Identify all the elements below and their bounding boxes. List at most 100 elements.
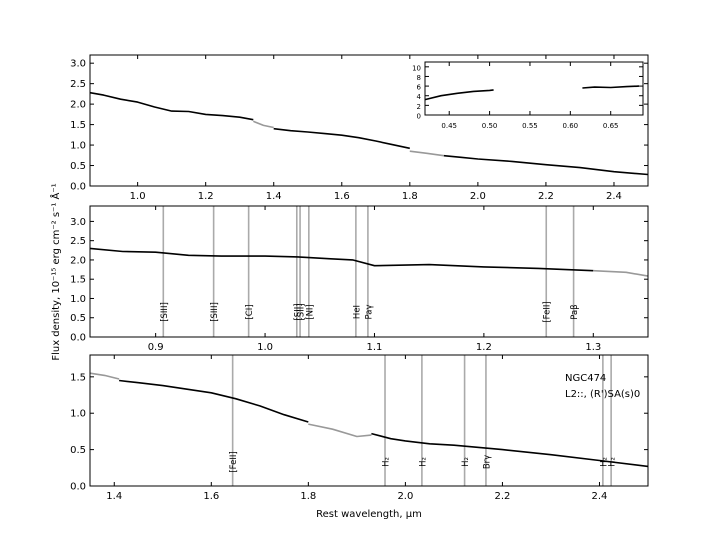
top-series-0 [89, 91, 254, 121]
top-ytick-label-1: 0.5 [70, 161, 86, 172]
top-plot-frame [89, 54, 649, 187]
mid-line-label-7: Paγ [364, 305, 374, 320]
mid-xtick-label-2: 1.1 [367, 342, 383, 353]
inset-ytick-label-1: 2 [417, 103, 421, 111]
bot-xticks: 1.4 1.6 1.8 2.0 2.2 2.4 [106, 355, 607, 502]
bot-series-3 [371, 432, 649, 468]
bot-series-1 [119, 379, 309, 423]
top-series-4 [443, 154, 649, 176]
top-xtick-label-5: 2.0 [470, 191, 486, 202]
mid-line-label-6: HeI [352, 305, 362, 319]
top-xtick-label-4: 1.8 [402, 191, 418, 202]
top-xtick-label-7: 2.4 [606, 191, 622, 202]
mid-line-label-1: [SIII] [210, 302, 220, 322]
top-series-3 [409, 150, 445, 157]
galaxy-name-label: NGC474 [565, 373, 606, 384]
inset-ytick-label-2: 4 [417, 93, 422, 101]
top-xtick-label-2: 1.4 [266, 191, 282, 202]
mid-line-label-8: [FeII] [543, 301, 553, 322]
inset-xticks: 0.45 0.50 0.55 0.60 0.65 [441, 62, 619, 130]
top-xtick-label-3: 1.6 [334, 191, 350, 202]
bot-series-2 [308, 423, 372, 438]
top-yticks: 0.0 0.5 1.0 1.5 2.0 2.5 3.0 [70, 59, 648, 193]
inset-xtick-label-1: 0.50 [482, 122, 498, 130]
inset-ytick-label-5: 10 [412, 64, 421, 72]
top-series-1 [253, 120, 274, 129]
mid-line-label-3: [SII] [293, 303, 303, 320]
bot-ytick-label-3: 1.5 [70, 372, 86, 383]
bot-line-label-1: H₂ [382, 457, 392, 467]
bot-ytick-label-0: 0.0 [70, 482, 86, 493]
bot-line-label-4: Brγ [482, 455, 492, 469]
mid-line-label-2: [CI] [245, 304, 255, 319]
bot-series-group [89, 372, 649, 468]
mid-xtick-label-0: 0.9 [148, 342, 164, 353]
bot-xtick-label-4: 2.2 [494, 491, 510, 502]
mid-series-group [89, 247, 649, 277]
mid-xtick-label-4: 1.3 [585, 342, 601, 353]
mid-yticks: 0.0 0.5 1.0 1.5 2.0 2.5 3.0 [70, 217, 648, 344]
inset-ytick-label-3: 6 [417, 84, 422, 92]
mid-line-label-4: [SII] [297, 303, 307, 320]
bot-plot-frame [89, 354, 649, 487]
top-ytick-label-2: 1.0 [70, 141, 86, 152]
panel-top: 1.0 1.2 1.4 1.6 1.8 2.0 2.2 2.4 0.0 0.5 1.0 1.5 2.0… [70, 54, 649, 202]
mid-ytick-label-4: 2.0 [70, 255, 86, 266]
inset-xtick-label-3: 0.60 [563, 122, 579, 130]
top-xtick-label-6: 2.2 [538, 191, 554, 202]
top-inset: 0.45 0.50 0.55 0.60 0.65 0 2 46 8 10 [412, 61, 644, 130]
top-ytick-label-3: 1.5 [70, 120, 86, 131]
inset-xtick-label-4: 0.65 [603, 122, 619, 130]
bot-xtick-label-1: 1.6 [203, 491, 219, 502]
mid-ytick-label-3: 1.5 [70, 275, 86, 286]
mid-plot-frame [89, 205, 649, 338]
mid-ytick-label-6: 3.0 [70, 217, 86, 228]
bot-xtick-label-0: 1.4 [106, 491, 122, 502]
top-xticks: 1.0 1.2 1.4 1.6 1.8 2.0 2.2 2.4 [130, 55, 622, 202]
inset-frame [424, 61, 644, 116]
top-ytick-label-5: 2.5 [70, 79, 86, 90]
inset-series-group [424, 85, 640, 101]
top-ytick-label-6: 3.0 [70, 59, 86, 70]
bot-line-label-2: H₂ [418, 457, 428, 467]
mid-ytick-label-0: 0.0 [70, 333, 86, 344]
bot-line-label-3: H₂ [461, 457, 471, 467]
galaxy-class-label: L2::, (R')SA(s)0 [565, 389, 640, 400]
inset-xtick-label-2: 0.55 [522, 122, 538, 130]
mid-line-label-9: Paβ [570, 304, 580, 319]
bot-xtick-label-2: 1.8 [300, 491, 316, 502]
bot-ytick-label-1: 0.5 [70, 445, 86, 456]
mid-line-label-0: [SIII] [160, 302, 170, 322]
top-series-2 [273, 127, 410, 150]
inset-ytick-label-4: 8 [417, 74, 421, 82]
top-xtick-label-1: 1.2 [198, 191, 214, 202]
mid-series-1 [593, 269, 649, 277]
top-ytick-label-0: 0.0 [70, 182, 86, 193]
mid-ytick-label-1: 0.5 [70, 313, 86, 324]
mid-line-label-5: [NI] [305, 304, 315, 320]
bot-line-label-0: [FeII] [229, 451, 239, 472]
bot-series-0 [89, 372, 120, 380]
mid-ytick-label-2: 1.0 [70, 294, 86, 305]
mid-xticks: 0.9 1.0 1.1 1.2 1.3 [148, 206, 601, 353]
mid-series-0 [89, 247, 594, 272]
top-xtick-label-0: 1.0 [130, 191, 146, 202]
panel-middle: [SIII] [SIII] [CI] [SII][SII][NI] HeI Paγ [FeI… [70, 205, 649, 353]
mid-emission-lines: [SIII] [SIII] [CI] [SII][SII][NI] HeI Paγ [FeI… [160, 206, 580, 337]
inset-xtick-label-0: 0.45 [441, 122, 457, 130]
bot-ytick-label-2: 1.0 [70, 409, 86, 420]
inset-background [425, 62, 643, 115]
inset-series-0 [424, 89, 494, 101]
y-axis-title: Flux density, 10⁻¹⁵ erg cm⁻² s⁻¹ Å⁻¹ [49, 183, 62, 360]
bot-xtick-label-5: 2.4 [592, 491, 608, 502]
mid-xtick-label-1: 1.0 [257, 342, 273, 353]
inset-ytick-label-0: 0 [417, 113, 421, 121]
top-ytick-label-4: 2.0 [70, 100, 86, 111]
inset-series-1 [582, 85, 640, 89]
x-axis-title: Rest wavelength, μm [316, 509, 422, 520]
bot-xtick-label-3: 2.0 [397, 491, 413, 502]
bot-line-label-5: H₂ [599, 457, 609, 467]
